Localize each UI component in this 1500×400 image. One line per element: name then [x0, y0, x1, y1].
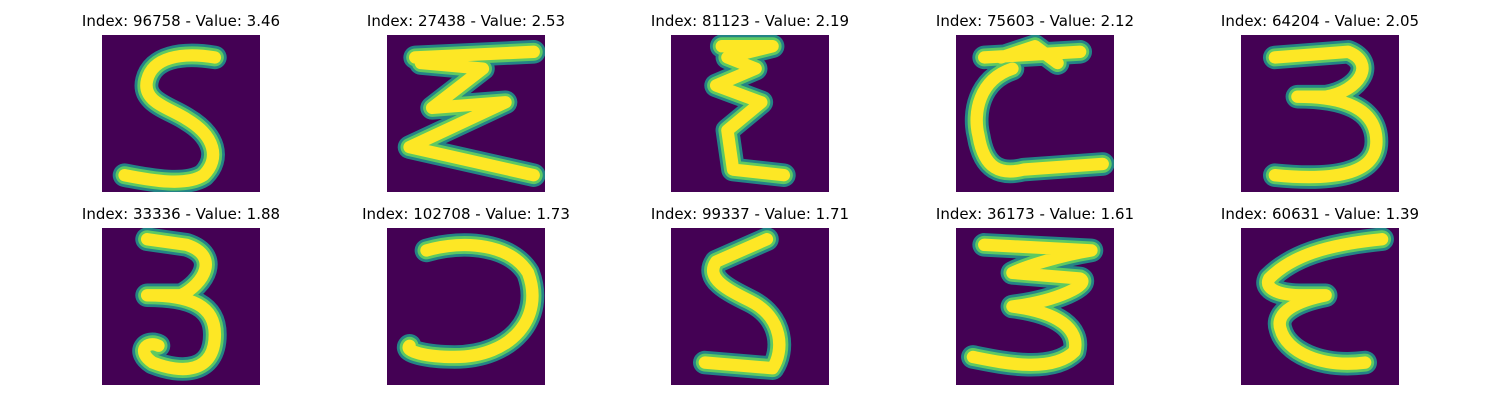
panel-title: Index: 36173 - Value: 1.61 [935, 205, 1135, 223]
digit-panel: Index: 60631 - Value: 1.39 [1178, 203, 1462, 385]
glyph-stroke [709, 40, 791, 182]
panel-title: Index: 33336 - Value: 1.88 [81, 205, 281, 223]
digit-image [102, 35, 260, 192]
panel-title: Index: 75603 - Value: 2.12 [935, 12, 1135, 30]
digit-image [387, 35, 545, 192]
glyph-stroke [1262, 233, 1389, 370]
digit-image [1241, 228, 1399, 385]
glyph-stroke [138, 233, 222, 376]
panel-title: Index: 99337 - Value: 1.71 [650, 205, 850, 223]
glyph-stroke [698, 233, 786, 375]
digit-panel: Index: 96758 - Value: 3.46 [39, 10, 323, 192]
glyph-stroke [966, 238, 1098, 371]
digit-image [671, 35, 829, 192]
digit-image [671, 228, 829, 385]
digit-panel: Index: 102708 - Value: 1.73 [324, 203, 608, 385]
glyph-stroke [402, 238, 539, 364]
panel-title: Index: 96758 - Value: 3.46 [81, 12, 281, 30]
digit-image [956, 228, 1114, 385]
glyph-stroke [970, 40, 1109, 178]
digit-panel: Index: 27438 - Value: 2.53 [324, 10, 608, 192]
digit-panel: Index: 64204 - Value: 2.05 [1178, 10, 1462, 192]
digit-panel: Index: 36173 - Value: 1.61 [893, 203, 1177, 385]
glyph-stroke [118, 49, 222, 188]
glyph-stroke [403, 45, 540, 182]
panel-title: Index: 27438 - Value: 2.53 [366, 12, 566, 30]
glyph-stroke [1268, 45, 1383, 184]
panel-title: Index: 64204 - Value: 2.05 [1220, 12, 1420, 30]
digit-panel: Index: 99337 - Value: 1.71 [608, 203, 892, 385]
digit-image [102, 228, 260, 385]
digit-panel: Index: 75603 - Value: 2.12 [893, 10, 1177, 192]
digit-image [1241, 35, 1399, 192]
panel-title: Index: 60631 - Value: 1.39 [1220, 205, 1420, 223]
digit-image [387, 228, 545, 385]
panel-title: Index: 81123 - Value: 2.19 [650, 12, 850, 30]
panel-title: Index: 102708 - Value: 1.73 [362, 205, 570, 223]
digit-panel: Index: 81123 - Value: 2.19 [608, 10, 892, 192]
digit-panel: Index: 33336 - Value: 1.88 [39, 203, 323, 385]
digit-image [956, 35, 1114, 192]
